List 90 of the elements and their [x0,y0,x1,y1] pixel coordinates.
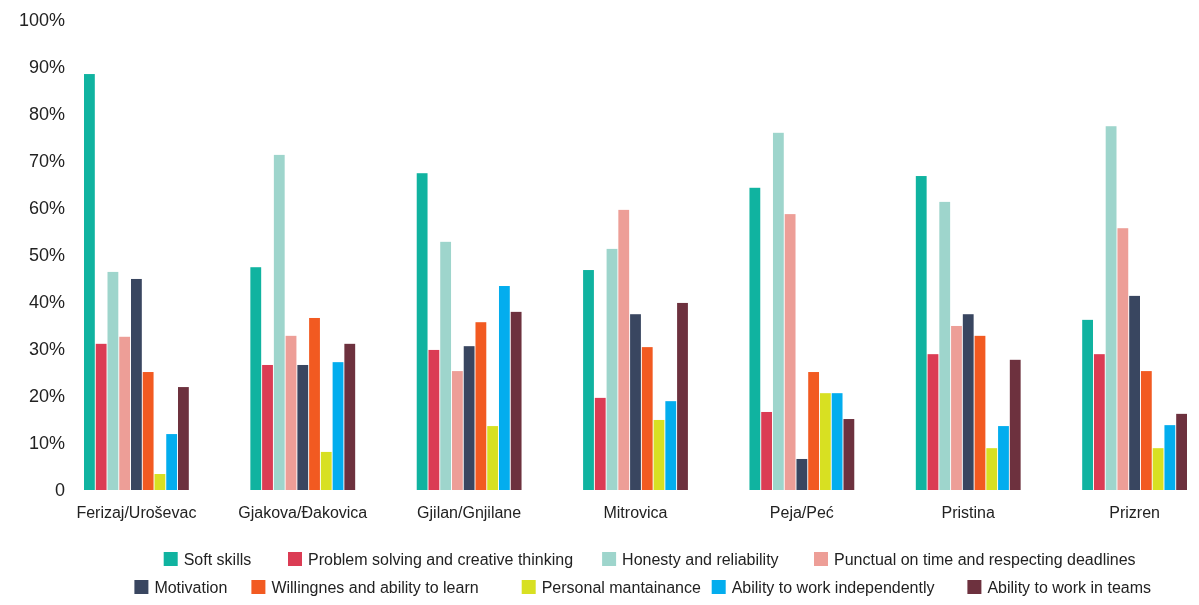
y-tick-label: 80% [28,104,65,125]
y-tick-label: 60% [28,198,65,219]
x-tick-label: Pristina [941,504,995,521]
bar [606,248,618,490]
bar [1152,448,1164,490]
bar [1164,425,1176,490]
bar [451,371,463,490]
y-tick-label: 90% [28,57,65,78]
bar [498,286,510,490]
bar [250,267,262,490]
bar [618,209,630,490]
bar [416,173,428,490]
bar [440,241,452,490]
bar [594,397,606,490]
bar [1009,359,1021,490]
bar [142,372,154,490]
y-tick-label: 50% [28,245,65,266]
bar [107,271,119,490]
bar [677,302,688,490]
y-tick-label: 40% [28,292,65,313]
bar [510,311,522,490]
bar [166,434,178,490]
legend-label: Willingnes and ability to learn [271,579,479,596]
bar [986,448,998,490]
bar [749,187,761,490]
bar [320,451,332,490]
bar [344,343,356,490]
bar [796,458,808,490]
bar [772,132,784,490]
bar [927,354,939,490]
bar [332,362,344,490]
bar [819,393,831,490]
bar [95,343,107,490]
bar [784,214,796,490]
bar [761,411,773,490]
bar [309,317,320,490]
bar [428,349,440,490]
y-tick-label: 70% [28,151,65,172]
bar [285,335,297,490]
x-tick-label: Prizren [1109,504,1160,521]
bar [1117,228,1129,490]
bar [154,474,166,490]
bar [487,426,499,490]
legend-label: Motivation [154,579,228,596]
legend-label: Personal mantainance [541,579,702,596]
legend-label: Honesty and reliability [622,551,779,568]
legend-label: Ability to work independently [731,579,935,596]
x-tick-label: Mitrovica [603,504,668,521]
x-tick-label: Gjilan/Gnjilane [417,504,522,521]
bar [1129,295,1140,490]
bar [939,201,951,490]
legend-label: Soft skills [183,551,252,568]
bar [962,314,974,490]
bar [297,364,309,490]
bar [831,393,843,490]
bar [463,346,475,490]
legend-label: Punctual on time and respecting deadlines [834,551,1136,568]
bar [1140,371,1152,490]
bar [641,347,653,490]
bar [1105,126,1117,490]
y-tick-label: 0 [54,480,65,501]
bar [1176,413,1187,490]
bar [653,419,665,490]
bar [665,401,677,490]
bar [1093,354,1105,490]
legend-label: Ability to work in teams [987,579,1152,596]
bar [178,387,189,490]
bar [998,426,1009,490]
y-tick-label: 20% [28,386,65,407]
y-tick-label: 30% [28,339,65,360]
bar [273,154,285,490]
bar [808,372,820,490]
bar [131,278,142,490]
x-tick-label: Peja/Peć [769,504,834,521]
bar [843,419,855,490]
x-tick-label: Ferizaj/Uroševac [76,504,197,521]
bar [84,74,95,490]
bar [915,176,927,490]
bar [1082,319,1093,490]
y-tick-label: 100% [18,10,65,31]
bar [974,335,986,490]
bar [583,270,594,490]
bar [951,325,962,490]
bar [119,336,131,490]
y-tick-label: 10% [28,433,65,454]
x-tick-label: Gjakova/Đakovica [238,504,368,521]
bar [475,322,487,490]
bar [630,314,641,490]
bar [262,364,273,490]
legend-label: Problem solving and creative thinking [308,551,574,568]
